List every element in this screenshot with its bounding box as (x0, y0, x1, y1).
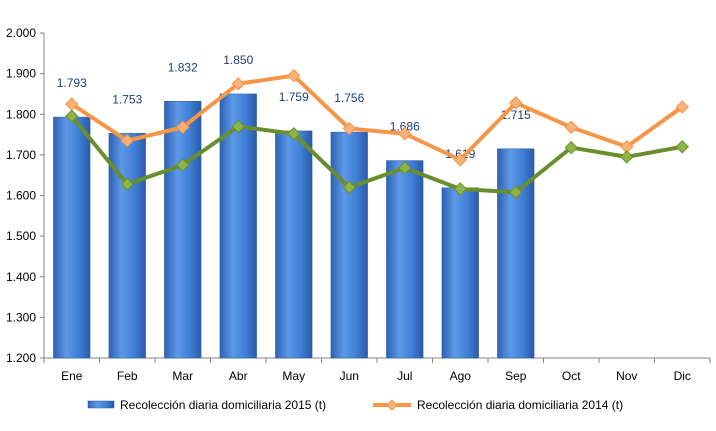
line-point (675, 100, 689, 114)
axes: 1.200 1.300 1.400 1.500 1.600 1.700 1.800 1.900… (6, 26, 711, 383)
line-point (176, 120, 190, 134)
x-tick-label: Ago (450, 369, 472, 383)
y-tick-label: 1.600 (6, 189, 36, 203)
y-tick-label: 1.300 (6, 310, 36, 324)
y-tick-label: 1.800 (6, 107, 36, 121)
legend-label: Recolección diaria domiciliaria 2015 (t) (120, 398, 326, 412)
line-point (120, 133, 134, 148)
bar-data-label: 1.753 (112, 92, 142, 106)
line-point (231, 119, 245, 134)
bar-data-label: 1.850 (223, 53, 253, 67)
x-tick-label: Dic (674, 369, 691, 383)
line-point (176, 158, 190, 172)
line-point (564, 140, 578, 155)
x-tick-label: Jun (340, 369, 359, 383)
series-line (70, 73, 684, 162)
x-tick-label: Abr (229, 369, 248, 383)
line-point (120, 177, 134, 191)
x-tick-label: Oct (562, 369, 581, 383)
y-tick-label: 2.000 (6, 26, 36, 40)
line-point (453, 153, 467, 167)
x-tick-label: Sep (505, 369, 527, 383)
bar-data-label: 1.793 (57, 76, 87, 90)
line-point (509, 185, 523, 199)
y-tick-label: 1.200 (6, 351, 36, 365)
line-point (287, 68, 301, 83)
y-tick-label: 1.400 (6, 270, 36, 284)
bar (275, 130, 313, 359)
bar (386, 160, 424, 359)
legend: Recolección diaria domiciliaria 2015 (t)… (87, 398, 623, 412)
bar-data-label: 1.686 (390, 120, 420, 134)
line-point (65, 109, 79, 123)
line-point (453, 182, 467, 196)
bar-data-label: 1.832 (168, 60, 198, 74)
line-point (675, 140, 689, 154)
x-tick-label: Mar (172, 369, 193, 383)
line-point (398, 161, 412, 175)
line-point (342, 180, 356, 195)
line-series (65, 68, 689, 199)
y-tick-label: 1.500 (6, 229, 36, 243)
x-tick-label: Feb (117, 369, 138, 383)
bar (330, 131, 368, 359)
bar-data-label: 1.759 (279, 90, 309, 104)
y-tick-label: 1.700 (6, 148, 36, 162)
legend-label: Recolección diaria domiciliaria 2014 (t) (417, 398, 623, 412)
x-tick-label: Nov (616, 369, 637, 383)
line-point (342, 121, 356, 136)
line-point (231, 77, 245, 91)
bar (53, 116, 91, 359)
bar-data-label: 1.756 (334, 91, 364, 105)
line-point (564, 120, 578, 134)
line-point (287, 127, 301, 141)
x-tick-label: May (282, 369, 305, 383)
legend-swatch-marker (386, 399, 398, 411)
legend-swatch-bar (87, 400, 115, 409)
line-point (620, 150, 634, 164)
y-tick-label: 1.900 (6, 67, 36, 81)
bar-series-2015 (53, 93, 535, 359)
line-point (398, 127, 412, 141)
bar (219, 93, 257, 359)
series-line (70, 115, 683, 195)
line-point (509, 96, 523, 110)
bar (164, 101, 202, 359)
bar (441, 187, 479, 359)
x-tick-label: Ene (61, 369, 83, 383)
x-tick-label: Jul (397, 369, 412, 383)
